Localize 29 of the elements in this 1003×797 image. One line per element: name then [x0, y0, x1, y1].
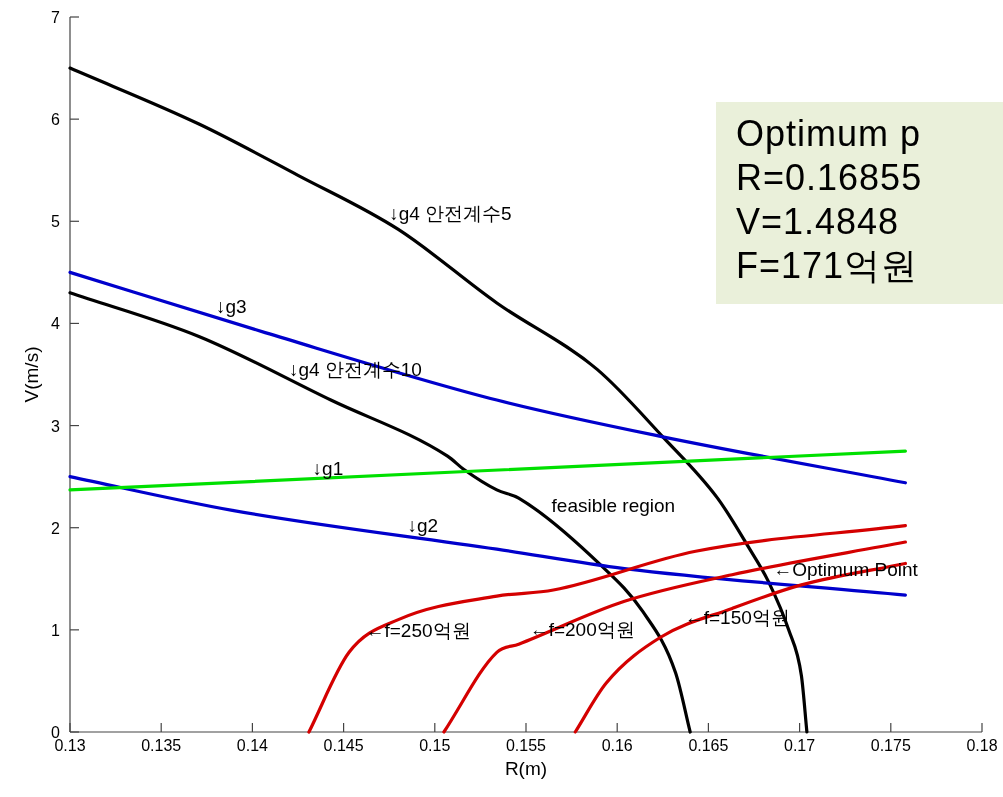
annotation: ↓g4 안전계수5	[389, 203, 512, 225]
annotation: feasible region	[551, 495, 676, 517]
annotation: Optimum p	[736, 113, 922, 154]
y-tick-label: 5	[51, 213, 61, 231]
x-tick-label: 0.17	[784, 737, 816, 754]
x-tick-label: 0.135	[141, 737, 182, 754]
x-tick-label: 0.15	[419, 737, 451, 754]
annotation: ←Optimum Point	[773, 559, 919, 581]
x-tick-label: 0.16	[601, 737, 633, 754]
annotation: V=1.4848	[736, 201, 900, 242]
y-tick-label: 1	[51, 621, 61, 639]
y-tick-label: 6	[51, 111, 61, 129]
y-tick-label: 4	[51, 315, 61, 333]
x-axis-title: R(m)	[504, 758, 548, 779]
annotation: ↓g2	[407, 514, 439, 536]
annotation: ↓g1	[312, 457, 344, 479]
x-tick-label: 0.155	[505, 737, 547, 754]
x-tick-label: 0.175	[870, 737, 911, 754]
y-tick-label: 3	[51, 417, 61, 435]
x-tick-label: 0.14	[236, 737, 269, 754]
annotation: F=171억원	[736, 245, 919, 286]
x-tick-label: 0.145	[323, 737, 364, 754]
annotation: R=0.16855	[736, 157, 923, 198]
y-tick-label: 7	[51, 9, 61, 26]
y-axis-title: V(m/s)	[21, 346, 42, 403]
annotation: ↓g3	[215, 296, 247, 318]
y-tick-label: 2	[51, 519, 61, 537]
x-tick-label: 0.165	[688, 737, 729, 754]
x-tick-label: 0.18	[966, 737, 998, 754]
